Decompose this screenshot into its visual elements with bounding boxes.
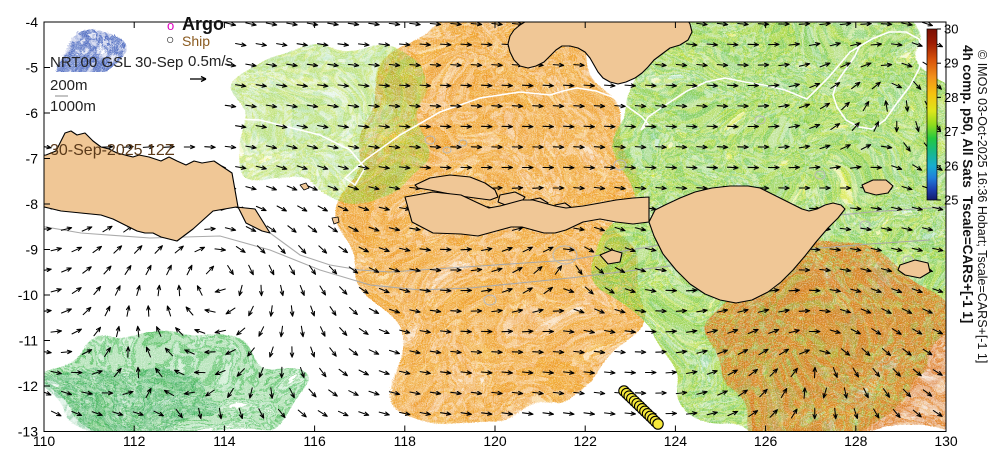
svg-text:28: 28 <box>944 90 958 105</box>
svg-text:27: 27 <box>944 124 958 139</box>
svg-text:26: 26 <box>944 158 958 173</box>
svg-text:25: 25 <box>944 193 958 208</box>
svg-text:4h comp. p50, All Sats Tscal: 4h comp. p50, All Sats Tscale=CARS+[-1 1… <box>960 45 975 323</box>
svg-text:29: 29 <box>944 56 958 71</box>
svg-text:30: 30 <box>944 22 958 37</box>
svg-text:© IMOS 03-Oct-2025 16:36 Hobar: © IMOS 03-Oct-2025 16:36 Hobart; Tscale=… <box>975 30 989 363</box>
